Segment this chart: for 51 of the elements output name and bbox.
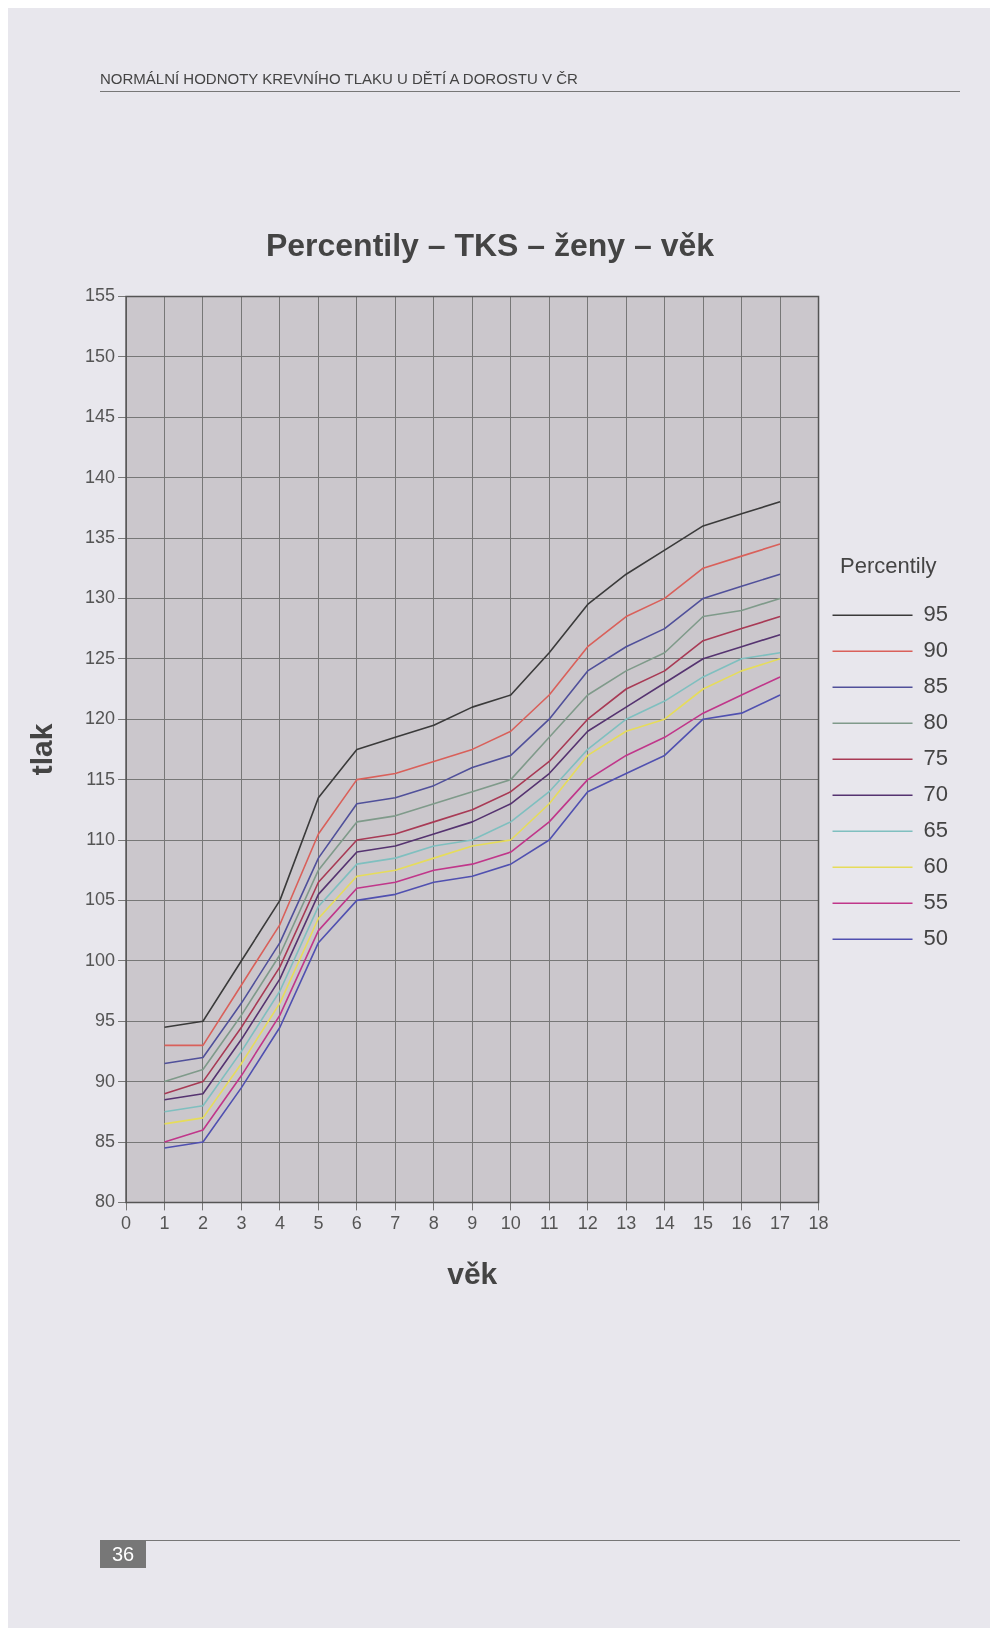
y-tick-label: 120: [84, 708, 116, 729]
x-tick-label: 11: [539, 1213, 559, 1234]
y-tick-label: 95: [95, 1010, 116, 1031]
x-tick-label: 10: [500, 1213, 521, 1234]
x-tick-label: 18: [808, 1213, 829, 1234]
legend-label: 90: [923, 637, 949, 663]
y-tick-label: 100: [84, 949, 116, 970]
x-tick-label: 8: [428, 1213, 439, 1234]
x-tick-label: 0: [121, 1213, 132, 1234]
x-tick-label: 17: [770, 1213, 791, 1234]
text: 36: [100, 1541, 147, 1568]
legend-label: 50: [923, 925, 949, 951]
legend-label: 80: [923, 709, 949, 735]
y-tick-label: 155: [84, 285, 116, 306]
legend-label: 60: [923, 853, 949, 879]
text: NORMÁLNÍ HODNOTY KREVNÍHO TLAKU U DĚTÍ A DOROSTU V ČR: [100, 70, 960, 92]
legend-label: 65: [923, 817, 949, 843]
x-tick-label: 14: [654, 1213, 675, 1234]
y-tick-label: 125: [84, 647, 116, 668]
y-tick-label: 140: [84, 466, 116, 487]
x-tick-label: 15: [693, 1213, 714, 1234]
legend-title: Percentily: [839, 552, 937, 578]
y-tick-label: 105: [84, 889, 116, 910]
y-tick-label: 85: [95, 1130, 116, 1151]
x-tick-label: 12: [577, 1213, 598, 1234]
x-tick-label: 3: [236, 1213, 247, 1234]
y-tick-label: 110: [86, 828, 116, 849]
y-tick-label: 115: [86, 768, 116, 789]
y-tick-label: 130: [84, 587, 116, 608]
legend-label: 55: [923, 889, 949, 915]
y-tick-label: 145: [84, 406, 116, 427]
x-axis-title: věk: [447, 1257, 498, 1291]
y-tick-label: 150: [84, 345, 116, 366]
x-tick-label: 7: [390, 1213, 401, 1234]
y-tick-label: 90: [95, 1070, 116, 1091]
legend-label: 70: [923, 781, 949, 807]
y-axis-title: tlak: [25, 723, 59, 776]
x-tick-label: 9: [467, 1213, 478, 1234]
x-tick-label: 16: [731, 1213, 752, 1234]
x-tick-label: 4: [274, 1213, 285, 1234]
x-tick-label: 13: [616, 1213, 637, 1234]
x-tick-label: 2: [197, 1213, 208, 1234]
x-tick-label: 5: [313, 1213, 324, 1234]
legend-label: 85: [923, 673, 949, 699]
x-tick-label: 6: [351, 1213, 362, 1234]
y-tick-label: 80: [95, 1191, 116, 1212]
x-tick-label: 1: [159, 1213, 170, 1234]
legend-label: 75: [923, 745, 949, 771]
chart-title: Percentily – TKS – ženy – věk: [265, 227, 715, 264]
legend-label: 95: [923, 601, 949, 627]
y-tick-label: 135: [84, 526, 116, 547]
